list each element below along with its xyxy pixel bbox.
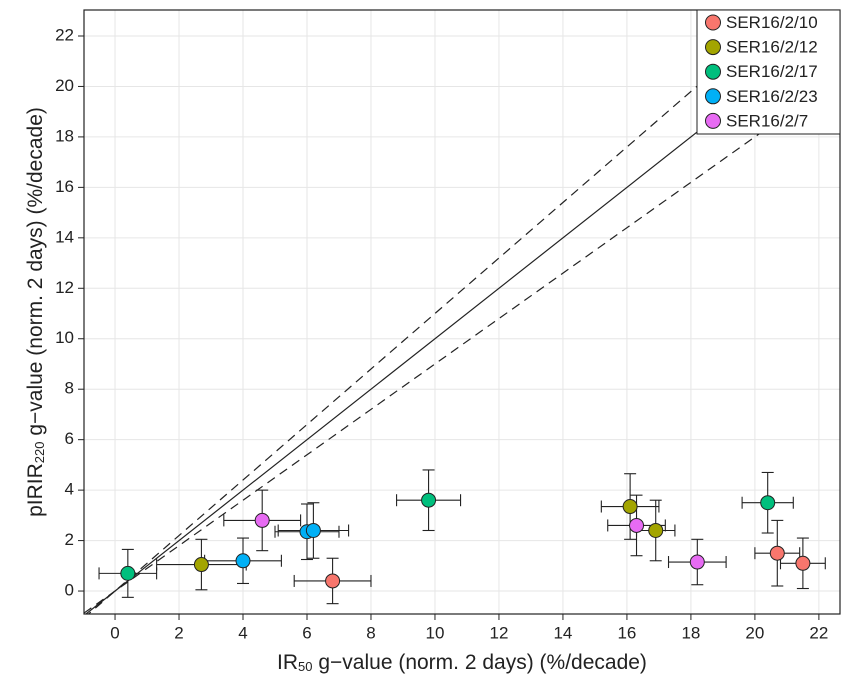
point (305, 522, 321, 538)
legend: SER16/2/10 SER16/2/12 SER16/2/17 SER16/2/23… (696, 9, 841, 135)
point (760, 495, 776, 511)
y-tick-label: 6 (65, 429, 74, 448)
point (622, 499, 638, 515)
x-title-sub: 50 (298, 659, 312, 674)
data-marks (98, 469, 826, 605)
legend-swatch (705, 112, 721, 129)
legend-swatch (705, 88, 721, 105)
y-tick-label: 22 (55, 25, 74, 44)
y-title-main: pIRIR (24, 463, 47, 517)
x-tick-label: 14 (553, 623, 572, 642)
point (120, 565, 136, 581)
y-axis-title: pIRIR220 g−value (norm. 2 days) (%/decad… (24, 107, 48, 517)
x-axis-title: IR50 g−value (norm. 2 days) (%/decade) (277, 651, 647, 675)
x-tick-label: 2 (174, 623, 183, 642)
y-tick-label: 2 (65, 530, 74, 549)
legend-label: SER16/2/17 (726, 62, 818, 81)
x-tick-label: 22 (809, 623, 828, 642)
point (254, 512, 270, 528)
x-tick-label: 10 (426, 623, 445, 642)
y-title-rest: g−value (norm. 2 days) (%/decade) (24, 107, 47, 441)
point (235, 553, 251, 569)
point (769, 545, 785, 561)
y-tick-label: 12 (55, 278, 74, 297)
legend-label: SER16/2/7 (726, 111, 808, 130)
x-tick-label: 12 (489, 623, 508, 642)
legend-label: SER16/2/10 (726, 13, 818, 32)
y-tick-label: 8 (65, 379, 74, 398)
y-tick-label: 18 (55, 126, 74, 145)
x-tick-label: 8 (366, 623, 375, 642)
y-tick-label: 10 (55, 328, 74, 347)
point (193, 557, 209, 573)
x-tick-label: 6 (302, 623, 311, 642)
x-tick-label: 0 (110, 623, 119, 642)
x-tick-label: 16 (617, 623, 636, 642)
x-tick-label: 18 (681, 623, 700, 642)
y-title-sub: 220 (32, 442, 47, 464)
x-tick-label: 4 (238, 623, 247, 642)
legend-swatch (705, 14, 721, 31)
reference-line (84, 76, 840, 614)
reference-line (87, 10, 786, 614)
x-tick-label: 20 (745, 623, 764, 642)
x-title-rest: g−value (norm. 2 days) (%/decade) (313, 651, 647, 674)
y-tick-label: 0 (65, 581, 74, 600)
point (795, 555, 811, 571)
point (689, 554, 705, 570)
plot-frame (83, 9, 841, 615)
x-title-main: IR (277, 651, 298, 674)
legend-label: SER16/2/23 (726, 87, 818, 106)
y-tick-label: 4 (65, 480, 74, 499)
point (629, 517, 645, 533)
y-tick-label: 20 (55, 76, 74, 95)
y-tick-label: 14 (55, 227, 74, 246)
point (325, 573, 341, 589)
legend-swatch (705, 63, 721, 80)
y-tick-label: 16 (55, 177, 74, 196)
point (421, 492, 437, 508)
point (648, 522, 664, 538)
legend-label: SER16/2/12 (726, 38, 818, 57)
axes: 0 2 4 6 8 10 12 14 16 18 20 22 0 2 4 6 8 10 12 14 16 18 20 22 (55, 25, 828, 642)
legend-swatch (705, 39, 721, 56)
